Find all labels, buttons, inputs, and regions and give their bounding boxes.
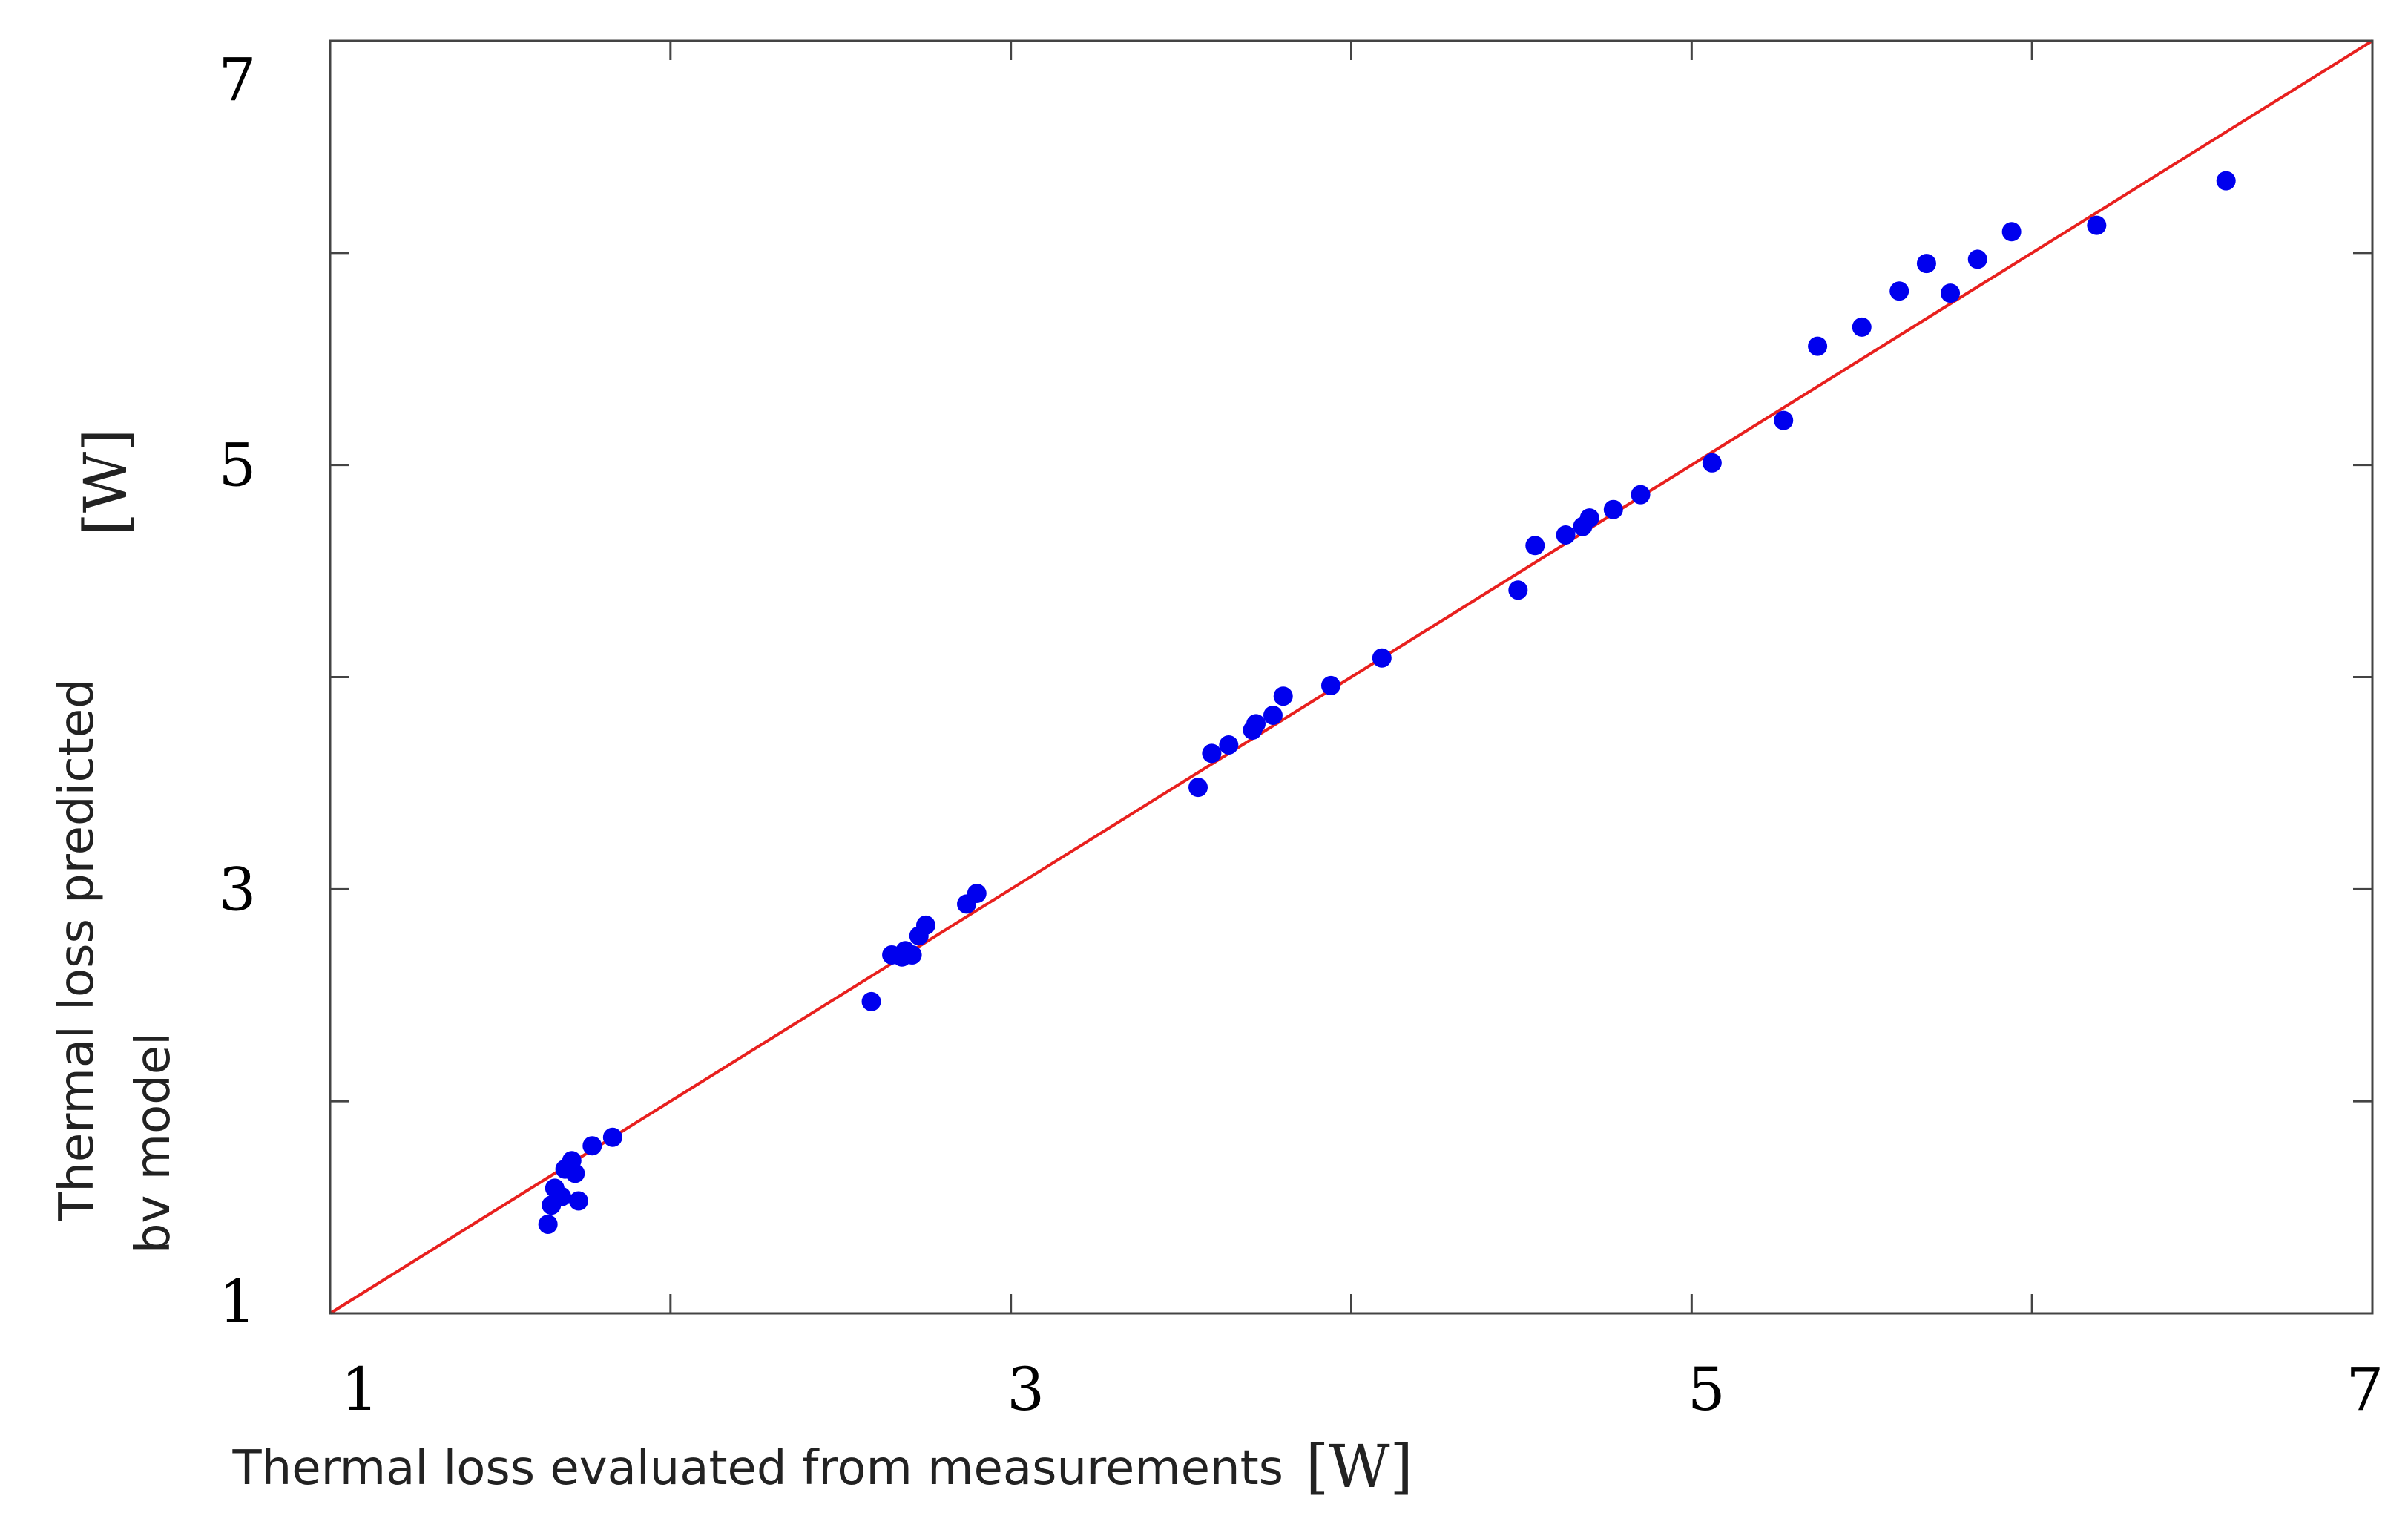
data-point <box>1508 580 1528 600</box>
data-point <box>1188 778 1208 798</box>
data-point <box>861 991 881 1011</box>
data-point <box>1941 283 1961 303</box>
data-point <box>1774 410 1794 430</box>
y-axis-unit: [W] <box>71 429 140 536</box>
y-tick-label: 7 <box>219 45 257 114</box>
data-point <box>1916 254 1936 274</box>
y-axis-unit-group: [W] <box>71 429 140 536</box>
data-point <box>1263 705 1283 725</box>
x-tick-label: 1 <box>341 1355 379 1424</box>
y-axis-label-line1-group: Thermal loss predicted <box>50 678 105 1221</box>
data-point <box>1702 453 1722 473</box>
data-point <box>1579 508 1599 528</box>
data-point <box>565 1163 585 1183</box>
x-tick-label: 7 <box>2346 1355 2384 1424</box>
y-tick-label: 3 <box>219 855 257 924</box>
x-tick-labels: 1 3 5 7 <box>341 1355 2384 1424</box>
data-point <box>1603 499 1623 519</box>
data-point <box>582 1136 602 1156</box>
data-point <box>1631 485 1651 505</box>
data-points <box>538 171 2236 1234</box>
y-tick-label: 5 <box>219 431 257 500</box>
data-point <box>538 1214 558 1234</box>
data-point <box>915 915 935 935</box>
data-point <box>1320 675 1340 695</box>
data-point <box>1202 743 1222 764</box>
identity-line <box>329 39 2374 1315</box>
y-tick-label: 1 <box>219 1267 257 1336</box>
data-point <box>1967 249 1987 269</box>
data-point <box>967 884 987 904</box>
x-tick-label: 3 <box>1007 1355 1045 1424</box>
data-point <box>552 1186 572 1206</box>
data-point <box>568 1191 588 1211</box>
data-point <box>1372 648 1392 668</box>
y-axis-label-line2: bv model <box>126 1032 181 1253</box>
x-tick-label: 5 <box>1688 1355 1726 1424</box>
data-point <box>1852 317 1872 337</box>
data-point <box>1808 336 1828 356</box>
data-point <box>1525 536 1545 556</box>
data-point <box>1246 714 1266 734</box>
y-axis-label-line1: Thermal loss predicted <box>50 678 105 1221</box>
data-point <box>2001 222 2022 242</box>
plot-frame <box>329 39 2374 1315</box>
data-point <box>1889 281 1909 301</box>
data-point <box>2087 215 2107 235</box>
data-point <box>602 1127 622 1147</box>
x-axis-label: Thermal loss evaluated from measurements <box>232 1441 1283 1496</box>
data-point <box>1556 525 1576 545</box>
x-axis-unit: [W] <box>1306 1432 1413 1501</box>
data-point <box>902 945 922 965</box>
data-point <box>1273 686 1293 706</box>
y-tick-labels: 1 3 5 7 <box>219 45 257 1336</box>
data-point <box>1219 735 1239 755</box>
data-point <box>2216 171 2236 191</box>
y-axis-label-line2-group: bv model <box>126 1032 181 1253</box>
